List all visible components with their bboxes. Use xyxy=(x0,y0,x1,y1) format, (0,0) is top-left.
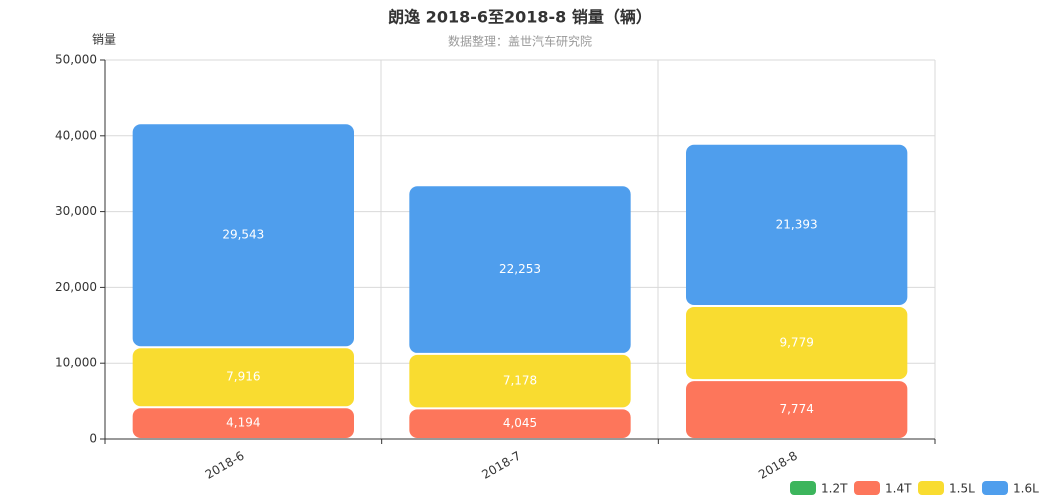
bar-segment xyxy=(132,348,354,407)
data-label: 7,774 xyxy=(779,402,813,416)
data-label: 22,253 xyxy=(499,262,541,276)
y-tick-label: 20,000 xyxy=(55,280,97,294)
legend-swatch xyxy=(918,481,944,495)
vertical-grid xyxy=(380,60,936,439)
y-tick-label: 40,000 xyxy=(55,128,97,142)
bar-segment xyxy=(409,354,631,408)
data-label: 21,393 xyxy=(776,217,818,231)
legend-swatch xyxy=(982,481,1008,495)
data-label: 9,779 xyxy=(779,336,813,350)
x-tick-label: 2018-7 xyxy=(479,449,523,482)
bar-segment xyxy=(409,186,631,353)
bar-segment xyxy=(686,381,908,438)
chart-title: 朗逸 2018-6至2018-8 销量（辆） xyxy=(388,8,652,27)
bar-segment xyxy=(132,124,354,347)
x-tick-label: 2018-8 xyxy=(756,449,800,482)
y-axis-label: 销量 xyxy=(92,33,116,47)
y-tick-label: 10,000 xyxy=(55,356,97,370)
legend-label: 1.4T xyxy=(885,482,912,496)
data-label: 4,194 xyxy=(226,416,260,430)
legend-swatch xyxy=(854,481,880,495)
y-tick-label: 30,000 xyxy=(55,204,97,218)
bar-segment xyxy=(686,144,908,305)
data-label: 7,916 xyxy=(226,370,260,384)
legend-label: 1.6L xyxy=(1013,482,1039,496)
y-tick-label: 50,000 xyxy=(55,53,97,67)
legend-label: 1.5L xyxy=(949,482,975,496)
data-label: 4,045 xyxy=(503,416,537,430)
legend-swatch xyxy=(790,481,816,495)
chart-subtitle: 数据整理：盖世汽车研究院 xyxy=(448,34,592,49)
bar-segment xyxy=(409,409,631,438)
y-tick-label: 0 xyxy=(89,432,97,446)
data-label: 7,178 xyxy=(503,374,537,388)
bar-segment xyxy=(686,306,908,380)
bar-segment xyxy=(132,408,354,438)
legend-label: 1.2T xyxy=(821,482,848,496)
x-tick-label: 2018-6 xyxy=(203,449,247,482)
data-label: 29,543 xyxy=(222,228,264,242)
